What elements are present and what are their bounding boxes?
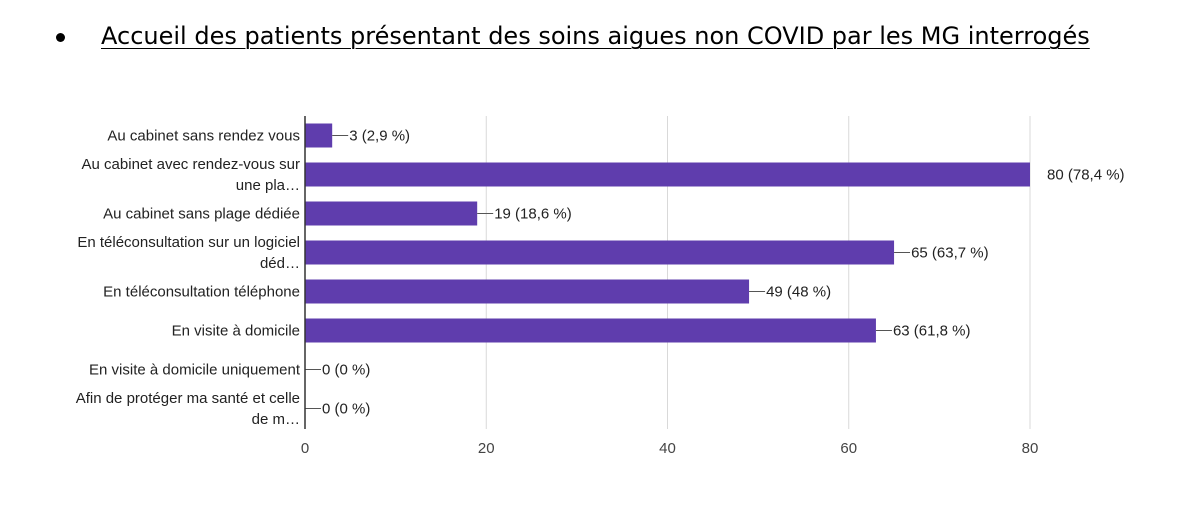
data-label-2: 19 (18,6 %) [494, 206, 572, 223]
category-label-7: Afin de protéger ma santé et celle de m… [76, 390, 300, 428]
bar-2 [305, 201, 478, 226]
data-label-0: 3 (2,9 %) [349, 128, 410, 145]
x-tick-label-4: 80 [1022, 440, 1039, 457]
bar-5 [305, 318, 876, 343]
bar-1 [305, 162, 1030, 187]
bar-4 [305, 279, 750, 304]
x-tick-label-1: 20 [478, 440, 495, 457]
category-label-6: En visite à domicile uniquement [89, 362, 301, 379]
bullet-icon [56, 32, 65, 42]
data-label-4: 49 (48 %) [766, 284, 831, 301]
x-tick-label-0: 0 [301, 440, 309, 457]
title-row: Accueil des patients présentant des soin… [56, 22, 1090, 50]
category-label-1: Au cabinet avec rendez-vous sur une pla… [82, 156, 300, 194]
data-label-6: 0 (0 %) [322, 362, 370, 379]
category-label-3: En téléconsultation sur un logiciel déd… [77, 234, 300, 272]
category-label-2: Au cabinet sans plage dédiée [103, 206, 300, 223]
data-label-7: 0 (0 %) [322, 401, 370, 418]
x-tick-label-3: 60 [840, 440, 857, 457]
data-label-3: 65 (63,7 %) [911, 245, 989, 262]
bar-3 [305, 240, 895, 265]
x-tick-label-2: 40 [659, 440, 676, 457]
page-title: Accueil des patients présentant des soin… [101, 22, 1090, 50]
category-label-0: Au cabinet sans rendez vous [107, 128, 300, 145]
category-label-4: En téléconsultation téléphone [103, 284, 300, 301]
bar-0 [305, 123, 333, 148]
data-label-5: 63 (61,8 %) [893, 323, 971, 340]
category-label-5: En visite à domicile [172, 323, 300, 340]
data-label-1: 80 (78,4 %) [1047, 167, 1125, 184]
